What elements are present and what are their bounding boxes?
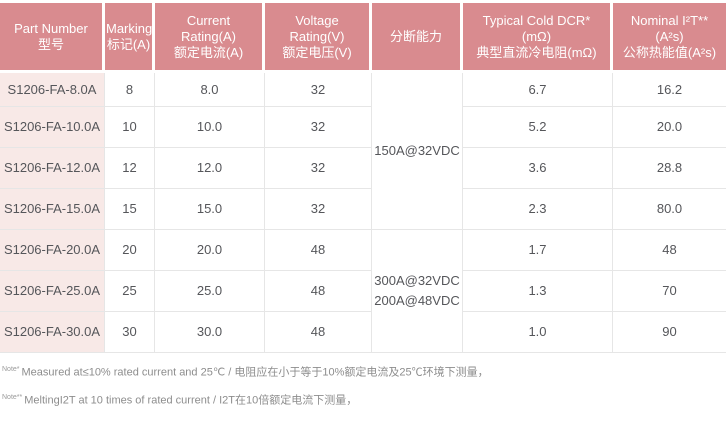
footnote-marker: Note** bbox=[2, 393, 23, 401]
cell-part-number: S1206-FA-8.0A bbox=[0, 73, 105, 107]
header-line: Voltage bbox=[295, 12, 339, 28]
cell-marking: 10 bbox=[105, 107, 155, 148]
cell-current-rating: 30.0 bbox=[155, 312, 265, 353]
cell-voltage-rating: 32 bbox=[265, 189, 372, 230]
col-header-voltage-rating: Voltage Rating(V) 额定电压(V) bbox=[265, 0, 372, 73]
footnote-text: Measured at≤10% rated current and 25℃ / … bbox=[21, 366, 489, 379]
col-header-nominal-i2t: Nominal I²T** (A²s) 公称热能值(A²s) bbox=[613, 0, 726, 73]
header-line: Nominal I²T** bbox=[630, 12, 709, 28]
col-header-part-number: Part Number 型号 bbox=[0, 0, 105, 73]
footnote: Note* Measured at≤10% rated current and 2… bbox=[2, 363, 726, 380]
cell-current-rating: 10.0 bbox=[155, 107, 265, 148]
table-row: S1206-FA-12.0A 12 12.0 32 3.6 28.8 bbox=[0, 148, 726, 189]
header-line: Rating(A) bbox=[181, 28, 236, 44]
col-header-breaking-capacity: 分断能力 bbox=[372, 0, 463, 73]
cell-part-number: S1206-FA-10.0A bbox=[0, 107, 105, 148]
header-line: 公称热能值(A²s) bbox=[622, 44, 717, 60]
cell-part-number: S1206-FA-15.0A bbox=[0, 189, 105, 230]
cell-dcr: 5.2 bbox=[463, 107, 613, 148]
cell-marking: 25 bbox=[105, 271, 155, 312]
cell-dcr: 1.3 bbox=[463, 271, 613, 312]
cell-voltage-rating: 32 bbox=[265, 148, 372, 189]
breaking-capacity-line: 200A@48VDC bbox=[374, 293, 460, 308]
breaking-capacity-line: 300A@32VDC bbox=[374, 273, 460, 288]
cell-voltage-rating: 48 bbox=[265, 271, 372, 312]
cell-i2t: 90 bbox=[613, 312, 726, 353]
cell-current-rating: 12.0 bbox=[155, 148, 265, 189]
header-line: Current bbox=[186, 12, 231, 28]
cell-marking: 8 bbox=[105, 73, 155, 107]
header-line: (A²s) bbox=[655, 28, 684, 44]
cell-voltage-rating: 32 bbox=[265, 73, 372, 107]
header-line: Rating(V) bbox=[289, 28, 345, 44]
cell-voltage-rating: 48 bbox=[265, 230, 372, 271]
cell-voltage-rating: 48 bbox=[265, 312, 372, 353]
cell-part-number: S1206-FA-20.0A bbox=[0, 230, 105, 271]
cell-i2t: 20.0 bbox=[613, 107, 726, 148]
footnotes: Note* Measured at≤10% rated current and 2… bbox=[2, 363, 726, 407]
cell-i2t: 48 bbox=[613, 230, 726, 271]
cell-dcr: 6.7 bbox=[463, 73, 613, 107]
cell-current-rating: 15.0 bbox=[155, 189, 265, 230]
fuse-spec-table: Part Number 型号 Marking 标记(A) Current Rat… bbox=[0, 0, 726, 353]
cell-i2t: 16.2 bbox=[613, 73, 726, 107]
table-row: S1206-FA-15.0A 15 15.0 32 2.3 80.0 bbox=[0, 189, 726, 230]
header-line: Typical Cold DCR* bbox=[482, 12, 591, 28]
cell-dcr: 3.6 bbox=[463, 148, 613, 189]
cell-part-number: S1206-FA-30.0A bbox=[0, 312, 105, 353]
col-header-typical-cold-dcr: Typical Cold DCR* (mΩ) 典型直流冷电阻(mΩ) bbox=[463, 0, 613, 73]
header-line: 额定电压(V) bbox=[282, 44, 352, 60]
header-line: (mΩ) bbox=[521, 28, 552, 44]
header-row: Part Number 型号 Marking 标记(A) Current Rat… bbox=[0, 0, 726, 73]
cell-current-rating: 25.0 bbox=[155, 271, 265, 312]
table-row: S1206-FA-10.0A 10 10.0 32 5.2 20.0 bbox=[0, 107, 726, 148]
cell-current-rating: 8.0 bbox=[155, 73, 265, 107]
header-line: 标记(A) bbox=[106, 36, 151, 52]
header-line: 典型直流冷电阻(mΩ) bbox=[476, 44, 597, 60]
breaking-capacity-line: 150A@32VDC bbox=[374, 143, 460, 158]
table-row: S1206-FA-8.0A 8 8.0 32 150A@32VDC 6.7 16… bbox=[0, 73, 726, 230]
cell-dcr: 1.7 bbox=[463, 230, 613, 271]
table-row: S1206-FA-30.0A 30 30.0 48 1.0 90 bbox=[0, 312, 726, 353]
cell-i2t: 70 bbox=[613, 271, 726, 312]
footnote-text: MeltingI2T at 10 times of rated current … bbox=[24, 394, 358, 407]
cell-current-rating: 20.0 bbox=[155, 230, 265, 271]
header-line: Marking bbox=[106, 20, 153, 36]
cell-marking: 30 bbox=[105, 312, 155, 353]
col-header-current-rating: Current Rating(A) 额定电流(A) bbox=[155, 0, 265, 73]
cell-i2t: 80.0 bbox=[613, 189, 726, 230]
cell-marking: 12 bbox=[105, 148, 155, 189]
cell-breaking-capacity-group2: 300A@32VDC 200A@48VDC bbox=[372, 230, 463, 353]
header-line: 分断能力 bbox=[389, 28, 442, 44]
cell-breaking-capacity-group1: 150A@32VDC bbox=[372, 73, 463, 230]
header-line: Part Number bbox=[14, 20, 88, 36]
cell-dcr: 2.3 bbox=[463, 189, 613, 230]
header-line: 额定电流(A) bbox=[173, 44, 244, 60]
cell-marking: 20 bbox=[105, 230, 155, 271]
cell-voltage-rating: 32 bbox=[265, 107, 372, 148]
footnote-marker: Note* bbox=[2, 366, 20, 373]
col-header-marking: Marking 标记(A) bbox=[105, 0, 155, 73]
header-line: 型号 bbox=[37, 36, 64, 52]
cell-part-number: S1206-FA-25.0A bbox=[0, 271, 105, 312]
cell-part-number: S1206-FA-12.0A bbox=[0, 148, 105, 189]
cell-marking: 15 bbox=[105, 189, 155, 230]
footnote: Note** MeltingI2T at 10 times of rated cu… bbox=[2, 391, 726, 408]
table-row: S1206-FA-20.0A 20 20.0 48 300A@32VDC 200… bbox=[0, 230, 726, 353]
table-row: S1206-FA-25.0A 25 25.0 48 1.3 70 bbox=[0, 271, 726, 312]
cell-dcr: 1.0 bbox=[463, 312, 613, 353]
cell-i2t: 28.8 bbox=[613, 148, 726, 189]
